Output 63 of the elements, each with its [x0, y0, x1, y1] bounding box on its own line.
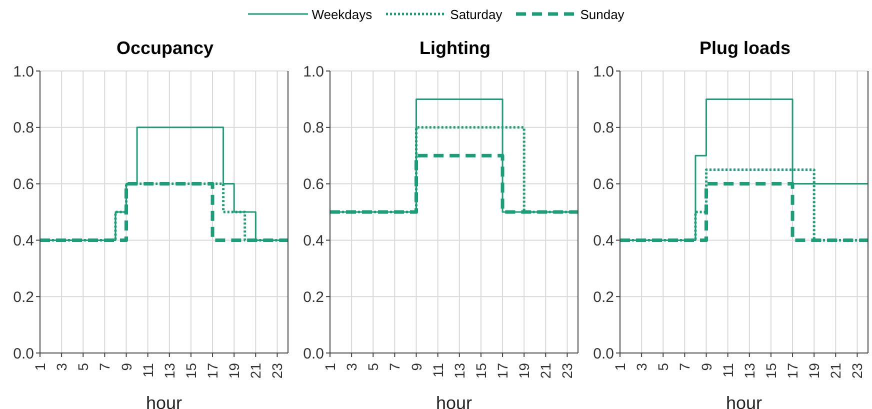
x-tick-label: 13 — [451, 362, 468, 379]
y-tick-label: 0.8 — [303, 120, 324, 137]
x-tick-label: 3 — [634, 362, 650, 371]
x-tick-label: 9 — [408, 362, 424, 371]
legend-label: Sunday — [580, 6, 624, 22]
x-tick-label: 5 — [655, 362, 672, 371]
legend-label: Saturday — [450, 6, 502, 22]
x-tick-label: 17 — [494, 362, 511, 379]
x-tick-label: 15 — [762, 362, 779, 379]
x-tick-label: 13 — [161, 362, 178, 379]
y-tick-label: 0.0 — [303, 345, 324, 362]
x-tick-label: 19 — [806, 362, 822, 379]
x-tick-label: 1 — [322, 362, 338, 371]
x-tick-label: 3 — [54, 362, 70, 371]
x-tick-label: 1 — [612, 362, 628, 371]
x-tick-label: 11 — [720, 362, 736, 378]
y-tick-label: 1.0 — [13, 63, 34, 80]
y-tick-label: 0.6 — [593, 176, 614, 194]
x-tick-label: 13 — [741, 362, 758, 379]
y-tick-label: 0.0 — [13, 345, 34, 362]
y-tick-label: 0.8 — [593, 120, 614, 137]
x-tick-label: 1 — [32, 362, 48, 371]
x-tick-label: 19 — [226, 362, 242, 379]
y-tick-label: 0.4 — [13, 232, 34, 250]
x-tick-label: 7 — [96, 362, 113, 371]
x-tick-label: 21 — [538, 362, 554, 379]
x-tick-label: 21 — [828, 362, 844, 379]
chart-title: Occupancy — [115, 37, 215, 60]
x-tick-label: 21 — [248, 362, 264, 379]
x-tick-label: 17 — [784, 362, 801, 379]
chart-title: Plug loads — [698, 37, 792, 60]
x-axis-title: hour — [726, 393, 762, 409]
y-tick-label: 0.2 — [13, 288, 34, 306]
x-tick-label: 15 — [182, 362, 199, 379]
x-tick-label: 23 — [559, 362, 576, 379]
x-tick-label: 11 — [140, 362, 156, 378]
y-tick-label: 0.6 — [13, 176, 34, 194]
x-tick-label: 19 — [516, 362, 532, 379]
y-tick-label: 1.0 — [303, 63, 324, 80]
y-tick-label: 0.8 — [13, 120, 34, 137]
y-tick-label: 0.0 — [593, 345, 614, 362]
y-tick-label: 0.6 — [303, 176, 324, 194]
x-tick-label: 11 — [430, 362, 446, 378]
x-tick-label: 7 — [676, 362, 693, 371]
chart-title: Lighting — [418, 37, 492, 60]
x-tick-label: 23 — [269, 362, 286, 379]
y-tick-label: 0.4 — [593, 232, 614, 250]
y-tick-label: 0.2 — [303, 288, 324, 306]
x-tick-label: 5 — [75, 362, 92, 371]
x-tick-label: 23 — [849, 362, 866, 379]
legend-label: Weekdays — [312, 6, 372, 22]
x-tick-label: 15 — [472, 362, 489, 379]
x-tick-label: 9 — [698, 362, 714, 371]
x-axis-title: hour — [436, 393, 472, 409]
y-tick-label: 0.4 — [303, 232, 324, 250]
x-tick-label: 17 — [204, 362, 221, 379]
x-tick-label: 5 — [365, 362, 382, 371]
x-tick-label: 7 — [386, 362, 403, 371]
y-tick-label: 1.0 — [593, 63, 614, 80]
x-tick-label: 9 — [118, 362, 134, 371]
x-axis-title: hour — [146, 393, 182, 409]
x-tick-label: 3 — [344, 362, 360, 371]
y-tick-label: 0.2 — [593, 288, 614, 306]
